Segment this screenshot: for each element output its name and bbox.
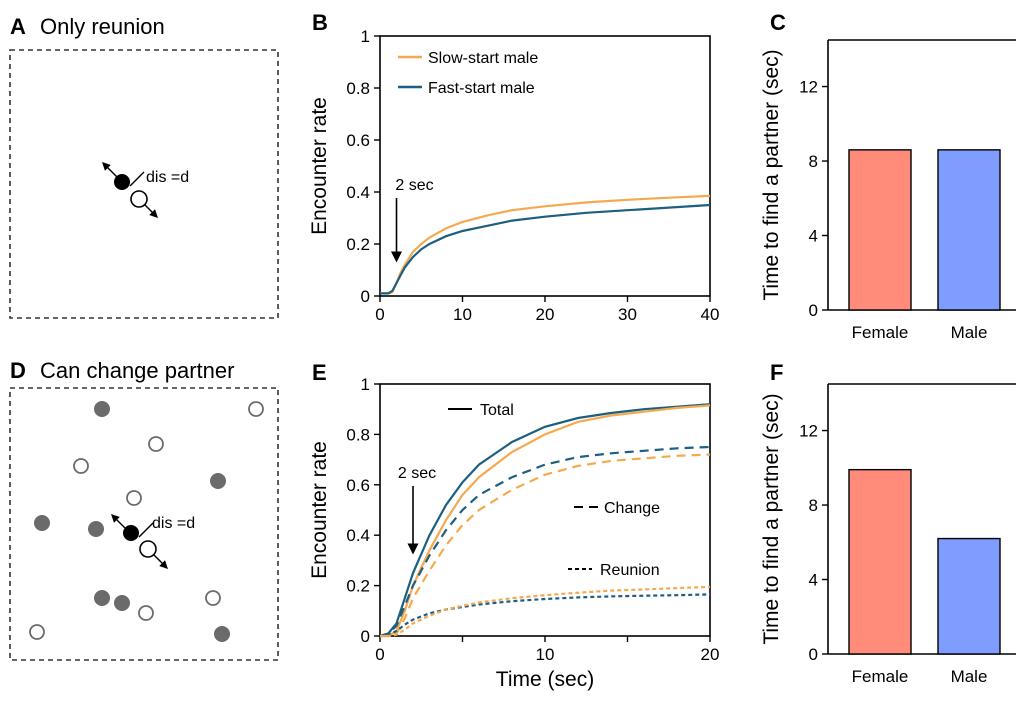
x-tick-label: 30 xyxy=(618,305,637,324)
category-label: Male xyxy=(951,323,988,342)
x-tick-label: 20 xyxy=(536,305,555,324)
background-female-agent-icon xyxy=(214,626,230,642)
plot-frame xyxy=(379,35,711,297)
legend-label: Slow-start male xyxy=(428,50,538,67)
legend-label: Total xyxy=(480,402,514,419)
y-tick-label: 4 xyxy=(809,227,818,246)
y-tick-label: 0 xyxy=(361,627,370,646)
y-tick-label: 4 xyxy=(809,571,818,590)
panel-d: D Can change partner dis =d xyxy=(9,358,279,661)
y-tick-label: 0.6 xyxy=(346,476,370,495)
panel-a-distance-line xyxy=(129,171,145,187)
y-tick-label: 1 xyxy=(361,27,370,46)
bar-male xyxy=(937,537,1001,655)
y-tick-label: 0 xyxy=(809,301,818,320)
category-label: Female xyxy=(852,667,909,686)
chart-f: 0 4 8 12 Time to find a partner (sec) Female M… xyxy=(760,383,1016,686)
background-male-agent-icon xyxy=(73,458,89,474)
y-tick-label: 0.8 xyxy=(346,425,370,444)
panel-a: A Only reunion dis =d xyxy=(9,14,279,319)
series-line-reunion xyxy=(379,593,711,638)
chart-b: 0 10 20 30 40 0 0.2 0.4 0.6 0.8 1 Encounter rate 2 s… xyxy=(308,27,719,324)
y-axis-label: Encounter rate xyxy=(308,97,331,235)
panel-d-distance-label: dis =d xyxy=(152,515,195,532)
background-female-agent-icon xyxy=(94,590,110,606)
panel-a-letter: A xyxy=(10,14,26,39)
x-tick-label: 0 xyxy=(375,645,384,664)
y-tick-label: 0 xyxy=(361,287,370,306)
y-tick-label: 0.4 xyxy=(346,183,370,202)
series-line-change xyxy=(380,453,711,638)
y-tick-label: 0.2 xyxy=(346,235,370,254)
background-male-agent-icon xyxy=(148,436,164,452)
background-female-agent-icon xyxy=(88,521,104,537)
chart-e: 0 10 20 0 0.2 0.4 0.6 0.8 1 Encounter rate Time (s… xyxy=(308,375,719,691)
legend-label: Change xyxy=(604,500,660,517)
background-female-agent-icon xyxy=(114,595,130,611)
y-tick-label: 0 xyxy=(809,645,818,664)
background-female-agent-icon xyxy=(210,473,226,489)
panel-a-filled-agent-icon xyxy=(114,174,130,190)
x-tick-label: 20 xyxy=(701,645,720,664)
y-tick-label: 0.8 xyxy=(346,79,370,98)
y-axis-label: Encounter rate xyxy=(308,441,331,579)
background-male-agent-icon xyxy=(138,605,154,621)
legend-label: Fast-start male xyxy=(428,80,535,97)
panel-d-hollow-agent-icon xyxy=(139,540,157,558)
x-axis-label: Time (sec) xyxy=(496,668,594,691)
panel-a-direction-arrow-down xyxy=(144,204,158,218)
annotation-label: 2 sec xyxy=(398,465,436,482)
y-tick-label: 0.4 xyxy=(346,526,370,545)
chart-c: 0 4 8 12 Time to find a partner (sec) Female M… xyxy=(760,39,1016,342)
y-axis-label: Time to find a partner (sec) xyxy=(760,49,783,300)
panel-a-hollow-agent-icon xyxy=(130,190,148,208)
panel-b-letter: B xyxy=(312,10,328,35)
x-tick-label: 10 xyxy=(453,305,472,324)
category-label: Male xyxy=(951,667,988,686)
y-tick-label: 0.6 xyxy=(346,131,370,150)
series-line-total xyxy=(380,404,711,638)
series-line-fast-start-male xyxy=(380,203,711,295)
series-line-total xyxy=(379,403,711,638)
background-female-agent-icon xyxy=(94,401,110,417)
background-female-agent-icon xyxy=(34,515,50,531)
series-line-change xyxy=(379,445,711,638)
y-tick-label: 8 xyxy=(809,496,818,515)
panel-a-distance-label: dis =d xyxy=(146,169,189,186)
background-male-agent-icon xyxy=(126,490,142,506)
bar-male xyxy=(937,149,1001,311)
panel-d-background-agents xyxy=(29,401,264,642)
annotation-label: 2 sec xyxy=(395,177,433,194)
panel-e-letter: E xyxy=(312,360,327,385)
y-axis-label: Time to find a partner (sec) xyxy=(760,393,783,644)
background-male-agent-icon xyxy=(29,624,45,640)
background-male-agent-icon xyxy=(248,401,264,417)
panel-f-letter: F xyxy=(770,360,783,385)
y-tick-label: 8 xyxy=(809,152,818,171)
panel-d-title: Can change partner xyxy=(40,358,234,383)
background-male-agent-icon xyxy=(205,590,221,606)
y-tick-label: 12 xyxy=(799,78,818,97)
panel-a-title: Only reunion xyxy=(40,14,165,39)
y-tick-label: 12 xyxy=(799,422,818,441)
y-tick-label: 0.2 xyxy=(346,577,370,596)
series-line-reunion xyxy=(380,585,711,638)
bar-female xyxy=(848,468,912,655)
x-tick-label: 10 xyxy=(536,645,555,664)
panel-d-distance-line xyxy=(138,522,154,538)
panel-d-direction-arrow-down xyxy=(153,554,168,569)
panel-d-filled-agent-icon xyxy=(123,525,139,541)
x-tick-label: 0 xyxy=(375,305,384,324)
panel-d-letter: D xyxy=(10,358,26,383)
panel-a-arena xyxy=(9,49,279,319)
legend-label: Reunion xyxy=(600,562,660,579)
y-tick-label: 1 xyxy=(361,375,370,394)
panel-c-letter: C xyxy=(770,10,786,35)
bar-female xyxy=(848,149,912,311)
x-tick-label: 40 xyxy=(701,305,720,324)
category-label: Female xyxy=(852,323,909,342)
